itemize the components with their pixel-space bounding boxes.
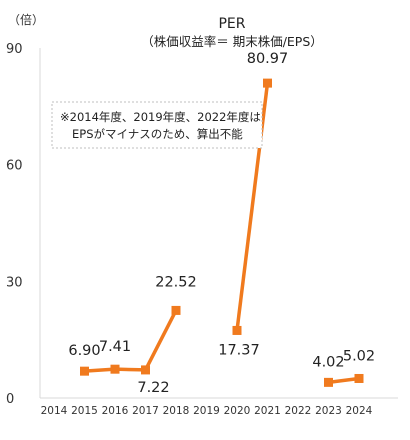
series-markers [80,78,364,387]
data-label: 4.02 [312,354,344,370]
data-point-marker [141,365,150,375]
data-point-marker [110,364,120,374]
data-point-marker [232,325,242,335]
chart-subtitle: （株価収益率＝ 期末株価/EPS） [141,34,323,49]
x-tick-label: 2016 [102,405,129,417]
series-line-segment [328,376,360,385]
y-tick-labels: 0 30 60 90 [6,42,23,407]
data-label: 22.52 [155,274,197,290]
chart-title: PER [218,16,245,32]
data-label: 5.02 [343,348,375,364]
series-line-segment [143,309,178,371]
data-point-marker [171,305,181,315]
annotation-line-2: EPSがマイナスのため、算出不能 [72,127,243,141]
data-label: 17.37 [218,342,260,358]
annotation-line-1: ※2014年度、2019年度、2022年度は [60,110,261,124]
series-line-segment [84,367,116,373]
y-tick-label: 90 [6,42,23,57]
x-tick-label: 2019 [193,405,220,417]
x-tick-label: 2022 [285,405,312,417]
annotation-box: ※2014年度、2019年度、2022年度は EPSがマイナスのため、算出不能 [51,101,263,149]
y-axis-unit-label: （倍） [8,12,44,27]
data-label: 7.41 [99,339,131,355]
x-tick-label: 2020 [224,405,251,417]
data-point-marker [263,78,272,88]
data-point-marker [324,377,333,387]
x-tick-labels: 2014 2015 2016 2017 2018 2019 2020 2021 2022 2023… [41,405,373,417]
x-tick-label: 2015 [71,405,98,417]
x-tick-label: 2021 [254,405,281,417]
data-label: 80.97 [247,51,289,67]
data-labels: 6.907.41 7.22 22.52 17.37 80.97 4.025.02 [68,51,375,396]
x-tick-label: 2014 [41,405,68,417]
y-tick-label: 60 [6,159,23,174]
x-tick-label: 2024 [346,405,373,417]
annotation-border [51,101,263,149]
x-tick-label: 2017 [132,405,159,417]
data-label: 6.90 [68,343,100,359]
series-line-segment [114,367,146,372]
y-tick-label: 30 [6,275,23,290]
x-tick-label: 2018 [163,405,190,417]
data-label: 7.22 [137,380,169,396]
axes-group [39,48,398,399]
data-point-marker [80,366,89,376]
y-tick-label: 0 [6,392,14,407]
x-tick-label: 2023 [315,405,342,417]
data-point-marker [354,373,364,383]
